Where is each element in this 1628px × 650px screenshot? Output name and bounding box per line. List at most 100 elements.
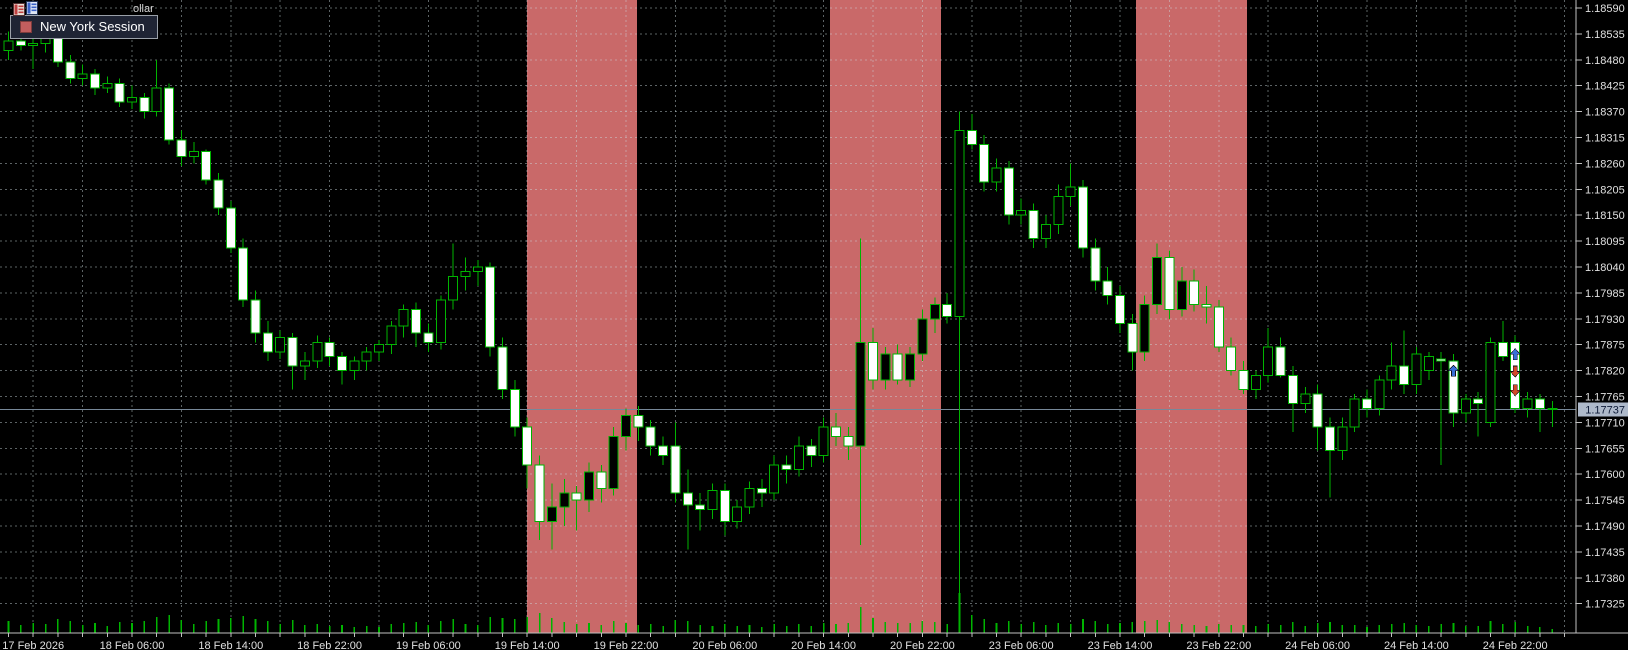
bull-candle (1065, 186, 1076, 197)
bear-candle (324, 341, 335, 357)
bull-candle (448, 275, 459, 301)
volume-bar (1353, 625, 1356, 633)
bull-candle (386, 325, 397, 346)
price-axis-label: 1.17380 (1585, 573, 1625, 585)
price-axis-label: 1.17545 (1585, 495, 1625, 507)
volume-bar (1082, 619, 1084, 633)
volume-bar (736, 626, 738, 633)
bear-candle (682, 492, 693, 506)
bull-candle (1016, 209, 1027, 216)
volume-bar (341, 625, 343, 633)
bear-candle (1115, 294, 1125, 325)
axes (0, 0, 1628, 634)
bear-candle (1028, 209, 1039, 240)
volume-bar (20, 625, 22, 633)
bear-candle (830, 426, 841, 438)
bear-candle (966, 129, 977, 146)
mini-chart-icon (13, 1, 38, 16)
volume-bar (1390, 624, 1393, 633)
bear-candle (1003, 167, 1014, 216)
bull-candle (732, 506, 743, 522)
bull-candle (127, 96, 137, 103)
bull-candle (707, 490, 718, 511)
volume-bar (217, 619, 220, 633)
bull-candle (299, 360, 310, 367)
buy-arrow (1447, 364, 1460, 377)
volume-bar (859, 607, 862, 633)
volume-bar (1502, 624, 1504, 633)
bull-candle (40, 38, 51, 44)
bull-candle (3, 40, 14, 51)
bear-candle (52, 38, 63, 63)
time-axis-label: 18 Feb 06:00 (100, 640, 165, 650)
bull-candle (460, 271, 471, 277)
bear-candle (868, 341, 878, 381)
bear-candle (1213, 306, 1224, 348)
time-axis[interactable]: 17 Feb 2026 18 Feb 06:00 18 Feb 14:00 18 Fe… (2, 633, 1566, 650)
volume-bar (57, 619, 59, 633)
volume-bar (230, 618, 232, 633)
bull-candle (435, 299, 446, 343)
price-axis-label: 1.18535 (1585, 29, 1625, 41)
volume-bar (242, 616, 244, 633)
volume-bar (662, 626, 664, 633)
volume-bar (118, 622, 121, 633)
bear-candle (534, 464, 545, 522)
bear-candle (176, 139, 187, 157)
price-axis-label: 1.17435 (1585, 547, 1625, 559)
current-price: 1.17737 (1578, 402, 1628, 417)
price-axis-label: 1.18095 (1585, 236, 1625, 248)
volume-bar (1156, 620, 1158, 633)
volume-bar (1292, 622, 1294, 633)
bear-candle (164, 87, 175, 141)
price-axis-label: 1.17930 (1585, 314, 1625, 326)
bear-candle (1362, 398, 1372, 409)
sell-arrow (1509, 365, 1521, 378)
bull-candle (769, 464, 780, 494)
volume-bar (32, 623, 34, 633)
volume-bar (1230, 625, 1232, 633)
bear-candle (1238, 370, 1249, 390)
time-axis-label: 19 Feb 06:00 (396, 640, 461, 650)
volume-bar (168, 615, 170, 633)
volume-bar (1193, 625, 1195, 633)
bear-candle (942, 304, 953, 317)
volume-bar (1255, 626, 1257, 633)
bear-candle (1164, 257, 1175, 310)
price-axis-label: 1.18425 (1585, 81, 1625, 93)
volume-bar (1415, 625, 1418, 633)
volume-bar (822, 623, 825, 633)
bull-candle (583, 471, 594, 501)
bear-candle (287, 337, 298, 367)
volume-bar (1539, 627, 1541, 633)
bull-candle (855, 341, 866, 447)
volume-bar (1045, 625, 1047, 633)
price-axis[interactable]: 1.18590 1.18535 1.18480 1.18425 1.18370 1.183… (1576, 3, 1625, 611)
volume-bar (155, 617, 158, 633)
volume-bar (279, 624, 281, 633)
bear-candle (497, 346, 508, 390)
bear-candle (756, 487, 767, 494)
bull-candle (1139, 304, 1150, 353)
price-axis-label: 1.17655 (1585, 443, 1625, 455)
bear-candle (1473, 398, 1484, 405)
bear-candle (485, 266, 496, 348)
volume-bar (1366, 627, 1368, 633)
bear-candle (781, 464, 792, 470)
session-band (1136, 0, 1248, 633)
bear-candle (114, 82, 125, 103)
bull-candle (275, 337, 286, 353)
bear-candle (695, 504, 706, 511)
volume-bar (1452, 623, 1455, 633)
sell-arrow (1509, 384, 1521, 397)
chart-window-icon[interactable] (13, 1, 41, 22)
bear-candle (596, 471, 607, 489)
volume-bar (81, 625, 84, 633)
bull-candle (905, 353, 916, 381)
indicator-legend: New York Session (10, 15, 158, 39)
session-color-swatch (20, 20, 32, 33)
volume-bar (588, 623, 590, 633)
volume-bar (192, 624, 195, 633)
volume-bar (612, 621, 615, 633)
